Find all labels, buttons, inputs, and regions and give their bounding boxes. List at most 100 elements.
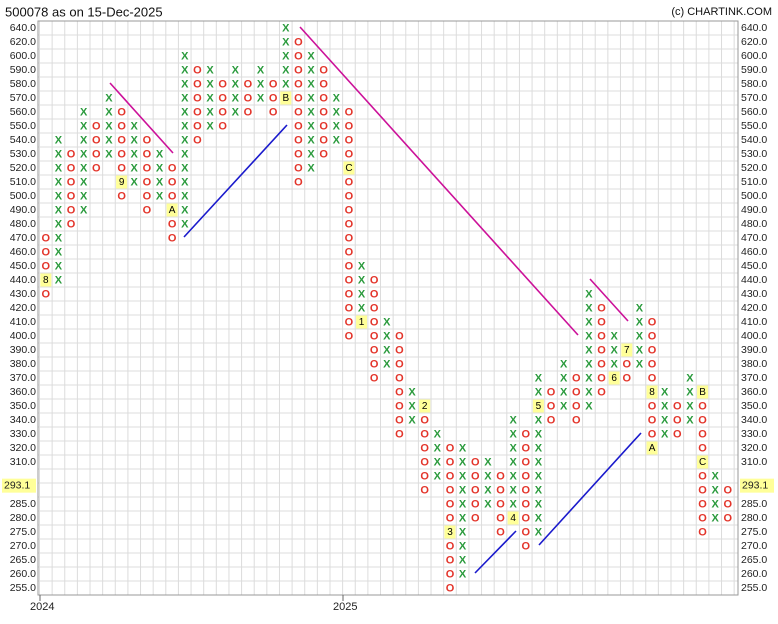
x-box: X: [358, 302, 366, 314]
o-box: O: [698, 470, 707, 482]
o-box: O: [370, 274, 379, 286]
o-box: O: [67, 190, 76, 202]
o-box: O: [420, 428, 429, 440]
o-box: O: [345, 316, 354, 328]
resistance-line: [299, 26, 579, 336]
y-tick-label: 275.0: [741, 526, 767, 538]
y-tick-label: 440.0: [10, 274, 36, 286]
y-tick-label: 270.0: [10, 540, 36, 552]
month-marker-bg: [419, 399, 431, 413]
x-box: X: [560, 358, 568, 370]
plot-frame: [37, 20, 739, 596]
y-tick-label: 520.0: [10, 162, 36, 174]
y-tick-label: 490.0: [10, 204, 36, 216]
o-box: O: [698, 442, 707, 454]
month-marker: 8: [43, 275, 49, 286]
o-box: O: [648, 414, 657, 426]
o-box: O: [572, 386, 581, 398]
o-box: O: [193, 134, 202, 146]
x-box: X: [232, 92, 240, 104]
o-box: O: [395, 372, 404, 384]
x-box: X: [333, 134, 341, 146]
y-tick-label: 580.0: [10, 78, 36, 90]
month-marker-bg: [40, 273, 52, 287]
y-tick-label: 340.0: [741, 414, 767, 426]
o-box: O: [521, 428, 530, 440]
y-tick-label: 450.0: [10, 260, 36, 272]
o-box: O: [193, 106, 202, 118]
x-box: X: [535, 470, 543, 482]
o-box: O: [294, 106, 303, 118]
x-box: X: [636, 302, 644, 314]
month-marker: C: [699, 457, 706, 468]
y-tick-label: 400.0: [10, 330, 36, 342]
y-tick-label: 500.0: [10, 190, 36, 202]
o-box: O: [648, 358, 657, 370]
x-box: X: [307, 148, 315, 160]
month-marker-bg: [646, 385, 658, 399]
month-marker: 4: [510, 513, 516, 524]
x-box: X: [434, 428, 442, 440]
x-box: X: [610, 358, 618, 370]
x-box: X: [105, 106, 113, 118]
x-box: X: [282, 78, 290, 90]
x-box: X: [232, 64, 240, 76]
y-tick-label: 280.0: [10, 512, 36, 524]
x-box: X: [55, 176, 63, 188]
x-box: X: [535, 386, 543, 398]
o-box: O: [143, 162, 152, 174]
x-box: X: [307, 64, 315, 76]
x-box: X: [307, 106, 315, 118]
o-box: O: [345, 288, 354, 300]
o-box: O: [698, 400, 707, 412]
month-marker-bg: [116, 175, 128, 189]
x-box: X: [333, 120, 341, 132]
y-tick-label: 480.0: [10, 218, 36, 230]
last-price-label: 293.1: [742, 479, 768, 491]
x-box: X: [131, 162, 139, 174]
o-box: O: [496, 484, 505, 496]
x-box: X: [55, 218, 63, 230]
o-box: O: [345, 134, 354, 146]
o-box: O: [724, 484, 733, 496]
x-box: X: [80, 148, 88, 160]
o-box: O: [698, 414, 707, 426]
o-box: O: [345, 106, 354, 118]
y-tick-label: 260.0: [10, 568, 36, 580]
o-box: O: [117, 162, 126, 174]
x-box: X: [686, 400, 694, 412]
x-box: X: [105, 92, 113, 104]
x-box: X: [358, 288, 366, 300]
x-box: X: [131, 176, 139, 188]
x-box: X: [535, 484, 543, 496]
o-box: O: [168, 218, 177, 230]
o-box: O: [395, 330, 404, 342]
x-box: X: [434, 456, 442, 468]
y-tick-label: 550.0: [10, 120, 36, 132]
y-tick-label: 620.0: [741, 36, 767, 48]
y-tick-label: 490.0: [741, 204, 767, 216]
x-box: X: [307, 162, 315, 174]
o-box: O: [370, 288, 379, 300]
o-box: O: [698, 512, 707, 524]
o-box: O: [67, 148, 76, 160]
o-box: O: [521, 456, 530, 468]
o-box: O: [395, 358, 404, 370]
y-tick-label: 590.0: [10, 64, 36, 76]
o-box: O: [67, 176, 76, 188]
x-box: X: [408, 414, 416, 426]
o-box: O: [395, 344, 404, 356]
y-tick-label: 420.0: [10, 302, 36, 314]
o-box: O: [446, 470, 455, 482]
x-box: X: [307, 50, 315, 62]
month-marker-bg: [280, 91, 292, 105]
o-box: O: [117, 190, 126, 202]
x-box: X: [80, 176, 88, 188]
x-box: X: [55, 162, 63, 174]
y-tick-label: 350.0: [741, 400, 767, 412]
x-box: X: [712, 484, 720, 496]
x-box: X: [358, 274, 366, 286]
o-box: O: [572, 414, 581, 426]
y-tick-label: 470.0: [10, 232, 36, 244]
